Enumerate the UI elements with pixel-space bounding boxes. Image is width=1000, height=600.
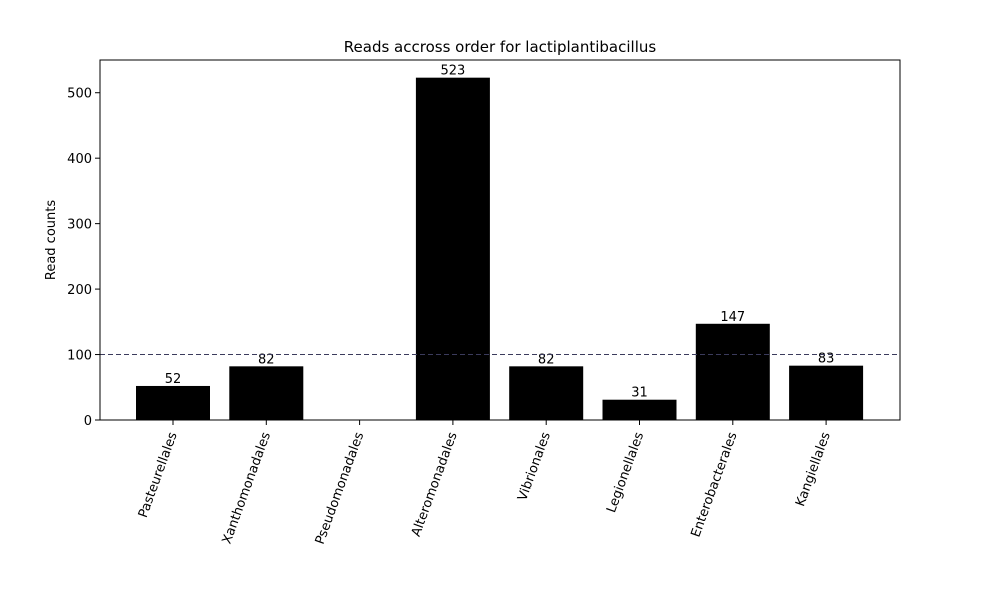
bar-legionellales — [602, 399, 677, 420]
x-tick-label: Kangiellales — [793, 430, 834, 509]
y-axis-label: Read counts — [44, 200, 59, 280]
x-tick-label: Alteromonadales — [409, 430, 461, 539]
bar-value-label: 83 — [818, 352, 835, 367]
y-tick-label: 400 — [67, 152, 92, 167]
bar-xanthomonadales — [229, 366, 304, 420]
bar-labels-group: 52 82 523 82 31 147 83 — [165, 64, 835, 401]
bar-value-label: 82 — [258, 352, 275, 367]
y-tick-label: 200 — [67, 283, 92, 298]
chart-title: Reads accross order for lactiplantibacil… — [344, 38, 657, 56]
x-ticks-group: Pasteurellales Xanthomonadales Pseudomonad… — [136, 420, 834, 547]
bar-pasteurellales — [136, 385, 210, 420]
bar-kangiellales — [789, 365, 864, 420]
y-tick-label: 0 — [84, 414, 92, 429]
y-tick-label: 500 — [67, 87, 92, 102]
y-tick-label: 100 — [67, 349, 92, 364]
y-tick-label: 300 — [67, 218, 92, 233]
x-tick-label: Pasteurellales — [136, 430, 181, 520]
bar-enterobacterales — [695, 323, 770, 420]
x-tick-label: Vibrionales — [515, 430, 554, 503]
bar-value-label: 31 — [631, 386, 648, 401]
bar-value-label: 523 — [440, 64, 465, 79]
bar-value-label: 82 — [538, 352, 555, 367]
x-tick-label: Enterobacterales — [689, 430, 741, 539]
bar-value-label: 52 — [165, 372, 182, 387]
plot-frame — [99, 59, 901, 421]
y-ticks-group: 0 100 200 300 400 500 — [67, 87, 100, 429]
bar-value-label: 147 — [720, 310, 745, 325]
bar-alteromonadales — [415, 77, 490, 420]
x-tick-label: Pseudomonadales — [313, 430, 368, 546]
bar-vibrionales — [509, 366, 584, 420]
bars-group — [136, 77, 864, 420]
x-tick-label: Xanthomonadales — [220, 430, 274, 546]
x-tick-label: Legionellales — [604, 430, 647, 515]
